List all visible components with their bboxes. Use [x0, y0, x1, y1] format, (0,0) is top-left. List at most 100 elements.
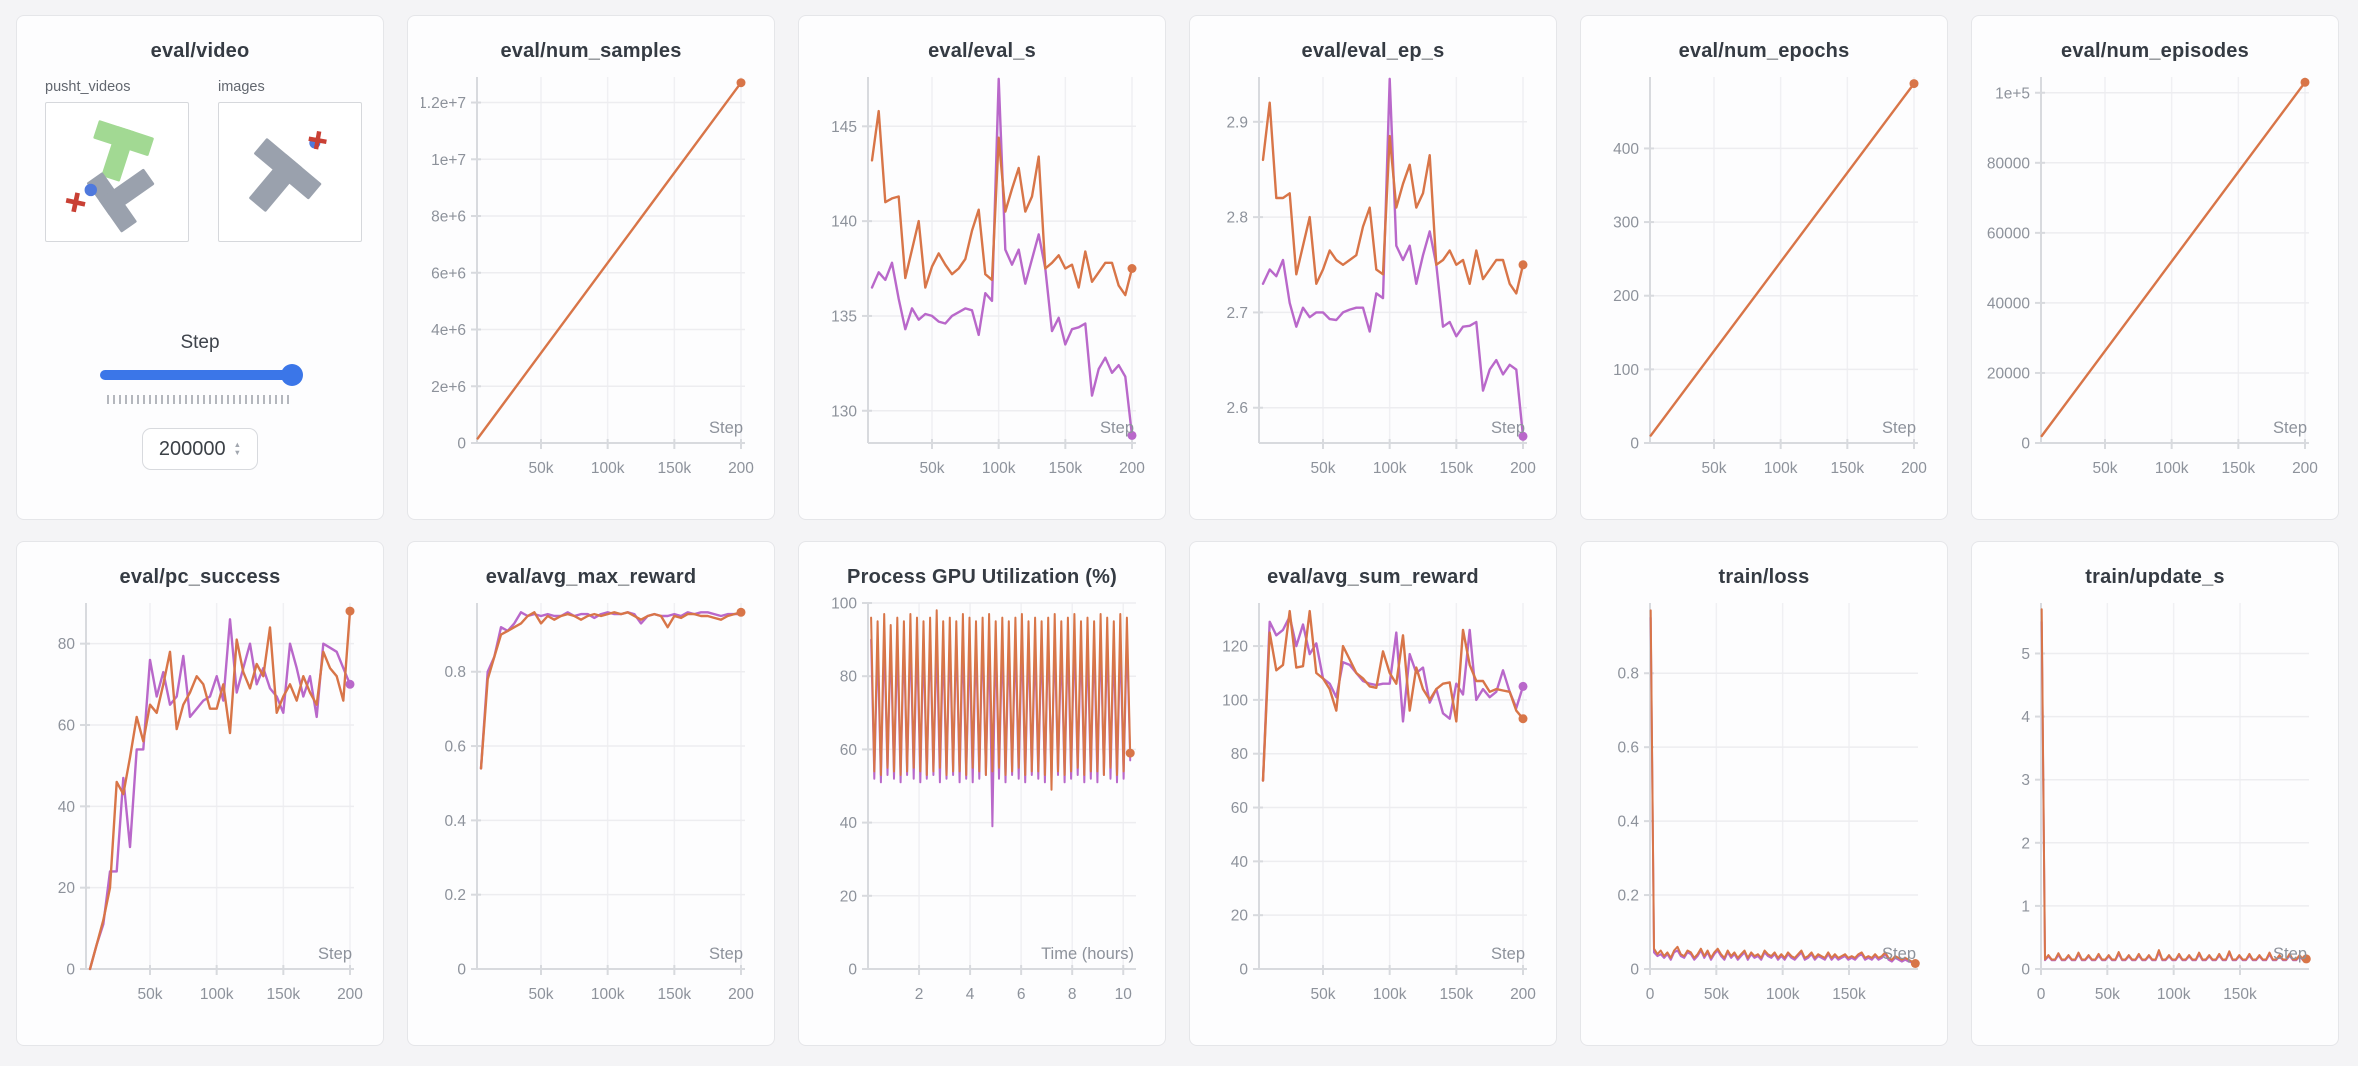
chart-canvas: 50k 100k 150k 200 0 20 40 60 80 100 120 Step	[1222, 603, 1536, 1003]
x-tick-label: 100k	[591, 460, 625, 477]
x-tick-label: 50k	[1311, 460, 1336, 477]
chart-panel-train-loss[interactable]: train/loss 0 50k 100k 150k 0 0.2 0.4 0.6 0.8 Step	[1580, 541, 1948, 1046]
chart-title: eval/num_samples	[500, 40, 682, 62]
y-tick-label: 60	[1231, 800, 1249, 817]
y-tick-label: 130	[831, 403, 857, 420]
y-tick-label: 80000	[1987, 155, 2030, 172]
chart-panel-train-update-s[interactable]: train/update_s 0 50k 100k 150k 0 1 2 3 4 5 Step	[1971, 541, 2339, 1046]
stepper-down-icon[interactable]: ▼	[233, 448, 242, 457]
series-line-purple-run	[479, 611, 743, 770]
x-axis-label: Step	[1882, 945, 1916, 963]
x-tick-label: 2	[915, 986, 924, 1003]
chart-panel-eval-eval-ep-s[interactable]: eval/eval_ep_s 50k 100k 150k 200 2.6 2.7 2.8 2.9…	[1189, 15, 1557, 520]
chart-canvas: 50k 100k 150k 200 0 20000 40000 60000 80000 1e+5 S…	[1987, 77, 2318, 477]
y-tick-label: 6e+6	[431, 265, 466, 282]
pusht-video-preview[interactable]	[45, 102, 189, 242]
x-tick-label: 10	[1115, 986, 1133, 1003]
y-tick-label: 0	[2021, 962, 2030, 979]
y-tick-label: 20	[1231, 908, 1249, 925]
x-axis-label: Step	[1491, 945, 1525, 963]
series-end-dot-purple-run	[345, 679, 355, 689]
x-tick-label: 200	[337, 986, 363, 1003]
chart-panel-eval-eval-s[interactable]: eval/eval_s 50k 100k 150k 200 130 135 140 145 Ste…	[798, 15, 1166, 520]
stepper-buttons: ▲ ▼	[234, 441, 241, 457]
y-tick-label: 200	[1613, 288, 1639, 305]
x-tick-label: 50k	[2095, 986, 2120, 1003]
x-axis-label: Step	[318, 945, 352, 963]
video-panel: eval/video pusht_videos	[16, 15, 384, 520]
x-tick-label: 200	[1510, 986, 1536, 1003]
x-tick-label: 50k	[529, 986, 554, 1003]
x-tick-label: 100k	[982, 460, 1016, 477]
chart-panel-process-gpu-utilization[interactable]: Process GPU Utilization (%) 2 4 6 8 10 0 20 40 60…	[798, 541, 1166, 1046]
x-tick-label: 50k	[138, 986, 163, 1003]
x-axis-label: Step	[709, 419, 743, 437]
x-tick-label: 50k	[529, 460, 554, 477]
series-end-dot-orange-run	[736, 78, 746, 88]
y-tick-label: 0.4	[444, 813, 466, 830]
series-line-orange-run	[2040, 608, 2308, 961]
chart-panel-eval-num-epochs[interactable]: eval/num_epochs 50k 100k 150k 200 0 100 200 300 4…	[1580, 15, 1948, 520]
series-end-dot-orange-run	[345, 606, 355, 616]
y-tick-label: 0	[848, 962, 857, 979]
chart-title: eval/avg_sum_reward	[1267, 566, 1479, 588]
media-thumb-images: images	[218, 79, 362, 242]
chart-panel-eval-pc-success[interactable]: eval/pc_success 50k 100k 150k 200 0 20 40 60 80 St…	[16, 541, 384, 1046]
x-tick-label: 150k	[267, 986, 301, 1003]
y-tick-label: 40	[1231, 854, 1249, 871]
images-preview[interactable]	[218, 102, 362, 242]
y-tick-label: 0	[1630, 962, 1639, 979]
slider-tick-ruler	[107, 395, 293, 404]
y-tick-label: 20000	[1987, 365, 2030, 382]
y-tick-label: 60	[840, 742, 858, 759]
chart-panel-eval-num-episodes[interactable]: eval/num_episodes 50k 100k 150k 200 0 20000 400…	[1971, 15, 2339, 520]
thumb-label: images	[218, 79, 265, 95]
x-axis-label: Step	[2273, 945, 2307, 963]
x-axis-label: Step	[1491, 419, 1525, 437]
x-axis-label: Time (hours)	[1041, 945, 1134, 963]
slider-thumb[interactable]	[281, 364, 303, 386]
series-end-dot-purple-run	[1518, 681, 1528, 691]
slider-track[interactable]	[100, 370, 300, 380]
chart-title: eval/eval_ep_s	[1301, 40, 1445, 62]
series-end-dot-orange-run	[1518, 260, 1528, 270]
y-tick-label: 40	[840, 815, 858, 832]
chart-canvas: 0 50k 100k 150k 0 0.2 0.4 0.6 0.8 Step	[1617, 603, 1920, 1003]
x-tick-label: 150k	[1440, 460, 1474, 477]
y-tick-label: 135	[831, 308, 857, 325]
step-value: 200000	[158, 437, 226, 460]
chart-panel-eval-avg-sum-reward[interactable]: eval/avg_sum_reward 50k 100k 150k 200 0 20 40 60…	[1189, 541, 1557, 1046]
chart-panel-eval-num-samples[interactable]: eval/num_samples 50k 100k 150k 200 0 2e+6 4e+6 6…	[407, 15, 775, 520]
chart-title: train/loss	[1718, 566, 1810, 588]
x-tick-label: 100k	[1373, 460, 1407, 477]
y-tick-label: 8e+6	[431, 209, 466, 226]
y-tick-label: 1e+7	[431, 152, 466, 169]
step-slider[interactable]	[100, 364, 303, 386]
chart-title: train/update_s	[2085, 566, 2225, 588]
x-tick-label: 100k	[200, 986, 234, 1003]
x-tick-label: 150k	[1049, 460, 1083, 477]
series-end-dot-orange-run	[1125, 748, 1135, 758]
series-line-orange-run	[870, 109, 1134, 297]
x-tick-label: 100k	[591, 986, 625, 1003]
y-tick-label: 100	[1222, 692, 1248, 709]
y-tick-label: 2	[2021, 835, 2030, 852]
y-tick-label: 120	[1222, 639, 1248, 656]
video-panel-title: eval/video	[150, 40, 250, 62]
x-tick-label: 6	[1017, 986, 1026, 1003]
chart-panel-eval-avg-max-reward[interactable]: eval/avg_max_reward 50k 100k 150k 200 0 0.2 0.4…	[407, 541, 775, 1046]
x-tick-label: 100k	[2157, 986, 2191, 1003]
x-tick-label: 0	[2037, 986, 2046, 1003]
stepper-up-icon[interactable]: ▲	[233, 440, 242, 449]
x-tick-label: 0	[1646, 986, 1655, 1003]
x-tick-label: 4	[966, 986, 975, 1003]
x-tick-label: 200	[1901, 460, 1927, 477]
x-tick-label: 150k	[2223, 986, 2257, 1003]
y-tick-label: 80	[1231, 746, 1249, 763]
x-tick-label: 150k	[1832, 986, 1866, 1003]
step-value-input[interactable]: 200000 ▲ ▼	[142, 428, 258, 470]
series-end-dot-orange-run	[1127, 264, 1137, 273]
y-tick-label: 60000	[1987, 225, 2030, 242]
